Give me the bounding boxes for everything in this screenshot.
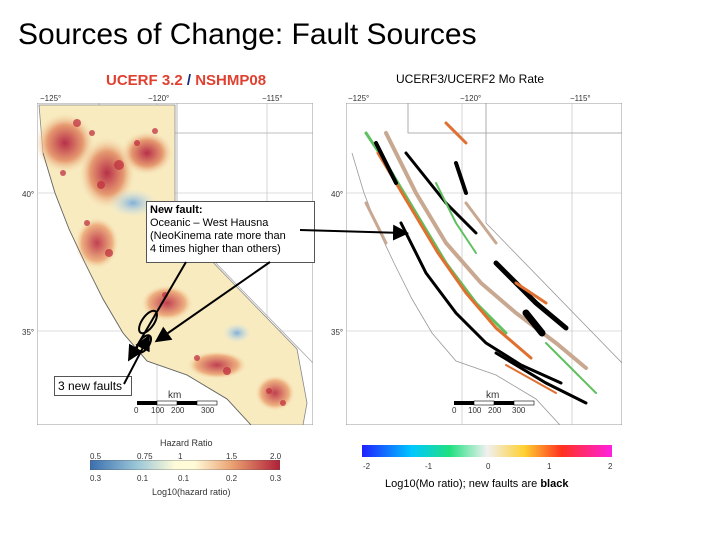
right-scale-tick-3: 300 (512, 406, 526, 415)
left-scale-tick-1: 100 (151, 406, 165, 415)
left-legend-title: Hazard Ratio (160, 438, 213, 448)
right-lat-tick-2: 35° (331, 328, 344, 337)
right-map-frame (346, 103, 622, 425)
arrow-three-faults (123, 334, 150, 385)
new-fault-callout-line1: Oceanic – West Hausna (150, 217, 269, 229)
left-legend-bottom-tick-2: 0.1 (137, 474, 149, 483)
arrow-new-fault-right (299, 224, 409, 241)
left-map-title: UCERF 3.2 / NSHMP08 (106, 72, 266, 89)
right-lat-tick-1: 40° (331, 190, 344, 199)
left-map-coolspot-3 (223, 323, 251, 343)
right-legend-caption-bold: black (540, 478, 569, 490)
right-legend-tick-1: -2 (363, 462, 371, 471)
right-scale-tick-2: 200 (488, 406, 502, 415)
left-lon-tick-2: −120° (148, 94, 170, 103)
right-lon-tick-3: −115° (570, 94, 591, 103)
right-legend-caption: Log10(Mo ratio); new faults are black (385, 478, 568, 490)
left-map-coastline (42, 152, 252, 425)
right-map-fault-traces (364, 121, 597, 405)
left-map-title-part2: NSHMP08 (195, 72, 267, 89)
left-legend-bottom-tick-5: 0.3 (270, 474, 282, 483)
right-morate-map (346, 103, 622, 425)
right-legend-tick-4: 1 (547, 462, 552, 471)
left-legend-top-tick-1: 0.5 (90, 452, 102, 461)
left-hazard-map (37, 103, 313, 425)
left-map-hotspot-central (141, 285, 193, 321)
left-map-hotspot-east (121, 131, 173, 175)
left-legend-bottom-tick-3: 0.1 (178, 474, 190, 483)
right-map-graticule (346, 103, 622, 425)
new-fault-callout-head: New fault: (150, 204, 203, 216)
left-legend-top-tick-5: 2.0 (270, 452, 282, 461)
left-lat-tick-1: 40° (22, 190, 35, 199)
left-map-hotspot-la (187, 351, 247, 379)
left-scale-unit: km (168, 390, 182, 401)
left-lat-tick-2: 35° (22, 328, 35, 337)
three-new-faults-callout: 3 new faults (54, 376, 132, 396)
left-map-coolspot-1 (109, 189, 157, 217)
fault-ellipse-1 (138, 309, 158, 335)
left-lon-tick-3: −115° (262, 94, 283, 103)
left-legend-top-tick-2: 0.75 (137, 452, 153, 461)
left-legend-top-tick-3: 1 (178, 452, 183, 461)
left-legend-top-tick-4: 1.5 (226, 452, 238, 461)
right-scale-tick-0: 0 (452, 406, 457, 415)
arrow-new-fault-center (154, 261, 271, 343)
left-scale-tick-0: 0 (134, 406, 139, 415)
new-fault-callout-line3: 4 times higher than others) (150, 243, 281, 255)
left-map-hotspot-north (37, 113, 95, 173)
right-legend-caption-prefix: Log10(Mo ratio); new faults are (385, 478, 541, 490)
left-map-title-sep: / (182, 72, 196, 89)
right-scale-unit: km (486, 390, 500, 401)
right-map-scale-bar (454, 400, 535, 406)
right-legend-tick-5: 2 (608, 462, 613, 471)
new-fault-callout-line2: (NeoKinema rate more than (150, 230, 286, 242)
left-legend-bottom-tick-1: 0.3 (90, 474, 102, 483)
right-legend-tick-3: 0 (486, 462, 491, 471)
left-map-speckles (60, 119, 286, 406)
new-fault-callout: New fault: Oceanic – West Hausna (NeoKin… (146, 201, 315, 263)
left-scale-tick-2: 200 (171, 406, 185, 415)
right-scale-tick-1: 100 (468, 406, 482, 415)
left-legend-xlabel: Log10(hazard ratio) (152, 487, 231, 497)
right-map-title: UCERF3/UCERF2 Mo Rate (396, 72, 545, 86)
right-lon-tick-1: −125° (348, 94, 370, 103)
arrow-new-fault-left (127, 261, 187, 362)
left-legend-bottom-tick-4: 0.2 (226, 474, 238, 483)
right-legend-colorbar (362, 445, 612, 457)
left-scale-tick-3: 300 (201, 406, 215, 415)
right-legend-tick-2: -1 (425, 462, 433, 471)
left-lon-tick-1: −125° (40, 94, 62, 103)
left-legend-colorbar (90, 460, 280, 470)
left-map-title-part1: UCERF 3.2 (106, 72, 183, 89)
right-lon-tick-2: −120° (460, 94, 482, 103)
slide-title: Sources of Change: Fault Sources (18, 18, 477, 51)
left-map-scale-bar (137, 400, 218, 406)
